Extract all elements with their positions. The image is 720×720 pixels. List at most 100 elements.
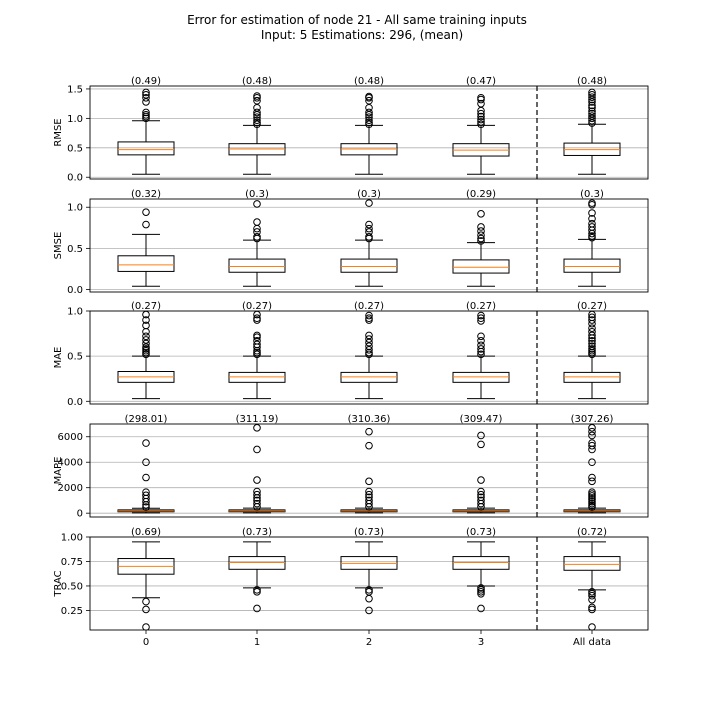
outlier-point xyxy=(142,339,150,348)
outlier-point xyxy=(588,109,596,118)
outlier-point xyxy=(253,445,261,454)
mean-label: (0.73) xyxy=(242,527,272,538)
outlier-point xyxy=(477,223,485,231)
outlier-point xyxy=(588,339,596,348)
outlier-point xyxy=(588,223,596,231)
outlier-point xyxy=(365,441,373,450)
outlier-point xyxy=(477,490,485,499)
outlier-point xyxy=(253,118,261,127)
outlier-point xyxy=(142,605,150,614)
box xyxy=(452,259,510,274)
outlier-point xyxy=(142,93,150,102)
outlier-point xyxy=(477,336,485,345)
y-tick-label: 1.0 xyxy=(67,114,83,125)
mean-label: (0.73) xyxy=(466,527,496,538)
outlier-point xyxy=(253,108,261,117)
outlier-point xyxy=(477,496,485,505)
box xyxy=(228,258,286,273)
outlier-point xyxy=(365,338,373,347)
y-tick-label: 0.0 xyxy=(67,285,83,296)
mean-label: (0.48) xyxy=(577,76,607,87)
mean-label: (0.32) xyxy=(131,189,161,200)
y-tick-label: 0 xyxy=(77,509,83,520)
outlier-point xyxy=(588,473,596,482)
mean-label: (0.48) xyxy=(354,76,384,87)
panel-data xyxy=(117,199,621,287)
mean-label: (0.3) xyxy=(580,189,604,200)
outlier-point xyxy=(477,227,485,235)
mean-label: (0.3) xyxy=(357,189,381,200)
mean-label: (309.47) xyxy=(460,414,503,425)
mean-label: (298.01) xyxy=(125,414,168,425)
outlier-point xyxy=(253,424,261,432)
box xyxy=(340,258,398,273)
outlier-point xyxy=(588,112,596,120)
outlier-point xyxy=(477,317,485,325)
outlier-point xyxy=(477,311,485,320)
outlier-point xyxy=(142,343,150,351)
panel-frame xyxy=(89,423,649,518)
outlier-point xyxy=(588,91,596,99)
outlier-point xyxy=(253,331,261,340)
outlier-point xyxy=(477,99,485,108)
mean-label: (307.26) xyxy=(571,414,614,425)
panel-data xyxy=(117,424,621,514)
y-tick-label: 1.5 xyxy=(67,84,83,95)
panels-group: 0.0 0.5 1.0 1.5 RMSE (0.49) (0.48) (0.48) (0.47)… xyxy=(53,76,649,648)
outlier-point xyxy=(477,493,485,502)
outlier-point xyxy=(142,488,150,496)
outlier-point xyxy=(253,336,261,345)
outlier-point xyxy=(253,116,261,124)
outlier-point xyxy=(365,118,373,127)
outlier-point xyxy=(142,439,150,447)
outlier-point xyxy=(588,439,596,447)
outlier-point xyxy=(253,588,261,596)
outlier-point xyxy=(588,492,596,500)
outlier-point xyxy=(142,108,150,117)
outlier-point xyxy=(477,476,485,484)
box xyxy=(563,258,621,273)
outlier-point xyxy=(477,431,485,440)
outlier-point xyxy=(588,496,596,504)
x-tick-label: 0 xyxy=(143,637,149,648)
outlier-point xyxy=(365,233,373,241)
outlier-point xyxy=(477,109,485,118)
outlier-point xyxy=(365,224,373,233)
y-tick-label: 0.50 xyxy=(61,581,83,592)
panel-frame xyxy=(89,85,649,180)
outlier-point xyxy=(588,199,596,207)
outlier-point xyxy=(588,336,596,345)
outlier-point xyxy=(588,219,596,228)
outlier-point xyxy=(477,120,485,129)
y-axis-label: SMSE xyxy=(53,232,64,260)
panel-rmse: 0.0 0.5 1.0 1.5 RMSE (0.49) (0.48) (0.48) (0.47)… xyxy=(53,76,649,184)
mean-label: (0.49) xyxy=(131,76,161,87)
outlier-point xyxy=(253,476,261,484)
y-axis-label: MAPE xyxy=(53,457,64,485)
outlier-point xyxy=(253,490,261,499)
outlier-point xyxy=(588,424,596,432)
outlier-point xyxy=(253,200,261,208)
outlier-point xyxy=(477,118,485,126)
y-tick-label: 0.5 xyxy=(67,244,83,255)
panel-frame xyxy=(89,310,649,405)
y-tick-label: 0.75 xyxy=(61,557,83,568)
y-axis-label: RMSE xyxy=(53,118,64,146)
outlier-point xyxy=(588,431,596,440)
outlier-point xyxy=(477,237,485,245)
outlier-point xyxy=(365,116,373,124)
outlier-point xyxy=(588,588,596,596)
outlier-point xyxy=(477,234,485,243)
y-tick-label: 2000 xyxy=(58,483,83,494)
y-tick-label: 0.5 xyxy=(67,352,83,363)
box xyxy=(117,255,175,272)
outlier-point xyxy=(142,316,150,324)
outlier-point xyxy=(588,589,596,598)
mean-label: (0.47) xyxy=(466,76,496,87)
outlier-point xyxy=(365,199,373,207)
x-tick-label: 3 xyxy=(478,637,484,648)
outlier-point xyxy=(365,228,373,236)
outlier-point xyxy=(477,112,485,121)
outlier-point xyxy=(365,311,373,320)
